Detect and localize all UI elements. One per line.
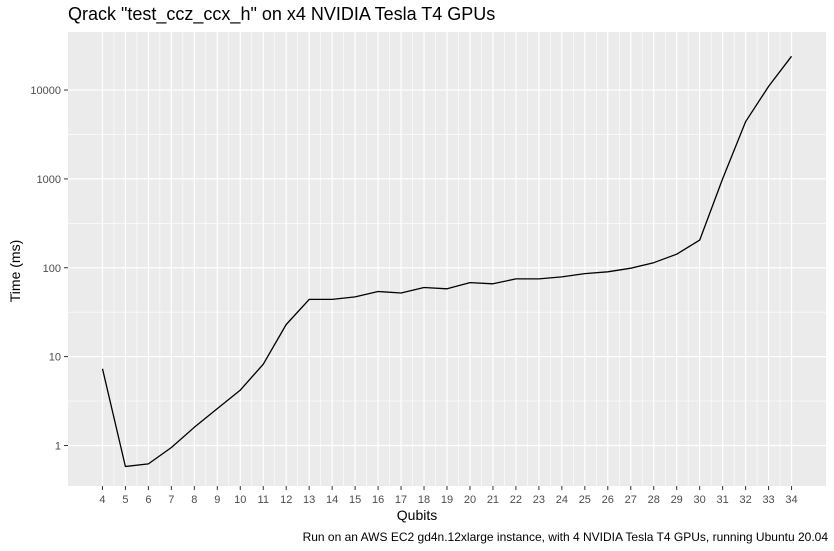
y-tick-label: 10000 — [30, 85, 61, 97]
x-tick-label: 19 — [441, 494, 453, 506]
x-tick-label: 32 — [739, 494, 751, 506]
x-tick-label: 8 — [191, 494, 197, 506]
chart-caption: Run on an AWS EC2 gd4n.12xlarge instance… — [302, 530, 828, 544]
series-line — [101, 55, 793, 468]
x-tick-label: 16 — [372, 494, 384, 506]
x-tick-label: 6 — [145, 494, 151, 506]
x-tick-label: 26 — [602, 494, 614, 506]
axis-ticks: 1 10 100 1000 10000 4 5 6 7 8 9 10 11 12 13 14 15 16 17 18 1… — [30, 85, 797, 506]
x-tick-label: 9 — [214, 494, 220, 506]
x-tick-label: 12 — [280, 494, 292, 506]
grid-lines — [68, 32, 826, 486]
x-tick-label: 14 — [326, 494, 338, 506]
x-tick-label: 17 — [395, 494, 407, 506]
y-tick-label: 1 — [55, 440, 61, 452]
y-axis-label: Time (ms) — [7, 239, 23, 303]
chart-title: Qrack "test_ccz_ccx_h" on x4 NVIDIA Tesl… — [68, 4, 496, 24]
x-tick-label: 24 — [556, 494, 568, 506]
x-tick-label: 22 — [510, 494, 522, 506]
y-tick-label: 100 — [43, 263, 61, 275]
x-tick-label: 29 — [671, 494, 683, 506]
x-tick-label: 27 — [625, 494, 637, 506]
x-tick-label: 4 — [99, 494, 105, 506]
x-tick-label: 20 — [464, 494, 476, 506]
y-tick-label: 10 — [49, 352, 61, 364]
x-tick-label: 5 — [122, 494, 128, 506]
x-axis-label: Qubits — [396, 507, 438, 523]
x-tick-label: 7 — [168, 494, 174, 506]
x-tick-label: 30 — [694, 494, 706, 506]
x-tick-label: 31 — [717, 494, 729, 506]
x-tick-label: 28 — [648, 494, 660, 506]
x-tick-label: 23 — [533, 494, 545, 506]
x-tick-label: 25 — [579, 494, 591, 506]
x-tick-label: 11 — [258, 494, 269, 506]
data-series — [101, 55, 793, 468]
x-tick-label: 10 — [234, 494, 246, 506]
y-tick-label: 1000 — [37, 174, 61, 186]
x-tick-label: 15 — [349, 494, 361, 506]
x-tick-label: 34 — [785, 494, 797, 506]
x-tick-label: 13 — [303, 494, 315, 506]
x-tick-label: 21 — [487, 494, 499, 506]
x-tick-label: 18 — [418, 494, 430, 506]
x-tick-label: 33 — [762, 494, 774, 506]
